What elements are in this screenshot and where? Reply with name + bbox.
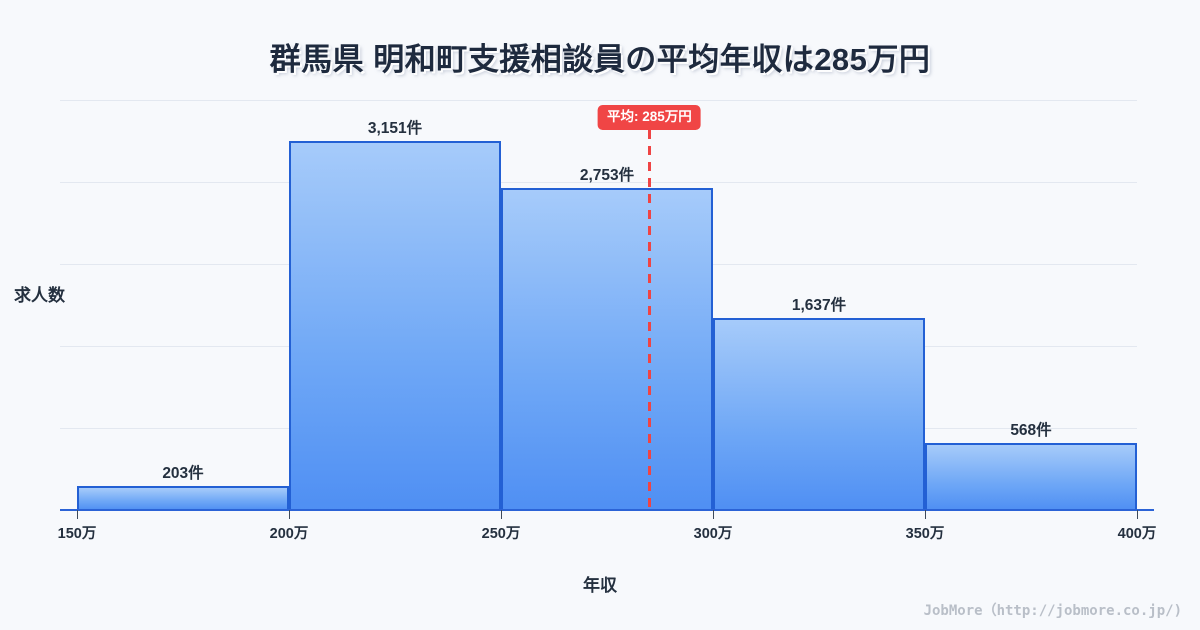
y-axis-title: 求人数 <box>14 286 65 305</box>
x-axis-line <box>60 509 1154 511</box>
average-badge: 平均: 285万円 <box>598 105 701 130</box>
bar-3[interactable] <box>501 187 713 510</box>
x-tick-label: 400万 <box>1117 526 1157 542</box>
gridline <box>60 100 1137 101</box>
x-tick-label: 300万 <box>693 526 733 542</box>
bar-4[interactable] <box>713 318 925 510</box>
gridline <box>60 182 1137 183</box>
bar-2[interactable] <box>289 140 501 510</box>
bar-value-label: 3,151件 <box>367 119 423 137</box>
x-tick-label: 350万 <box>905 526 945 542</box>
bars-layer <box>77 100 1137 510</box>
x-axis-title: 年収 <box>583 576 617 595</box>
x-tick-mark <box>77 510 78 519</box>
bar-value-label: 2,753件 <box>579 166 635 184</box>
average-line-marker <box>648 130 652 510</box>
bar-value-label: 568件 <box>1010 422 1052 440</box>
x-tick-mark <box>713 510 714 519</box>
x-tick-mark <box>501 510 502 519</box>
x-tick-mark <box>925 510 926 519</box>
footer-credit: JobMore（http://jobmore.co.jp/) <box>923 603 1182 619</box>
bar-1[interactable] <box>77 486 289 510</box>
page-title: 群馬県 明和町支援相談員の平均年収は285万円 <box>269 42 931 77</box>
x-tick-label: 150万 <box>57 526 97 542</box>
x-tick-label: 250万 <box>481 526 521 542</box>
plot-area: 203件 3,151件 2,753件 1,637件 568件 <box>60 100 1137 510</box>
bar-value-label: 203件 <box>162 465 204 483</box>
x-tick-mark <box>1137 510 1138 519</box>
bar-5[interactable] <box>925 443 1137 510</box>
x-tick-mark <box>289 510 290 519</box>
bar-value-label: 1,637件 <box>791 297 847 315</box>
x-tick-label: 200万 <box>269 526 309 542</box>
